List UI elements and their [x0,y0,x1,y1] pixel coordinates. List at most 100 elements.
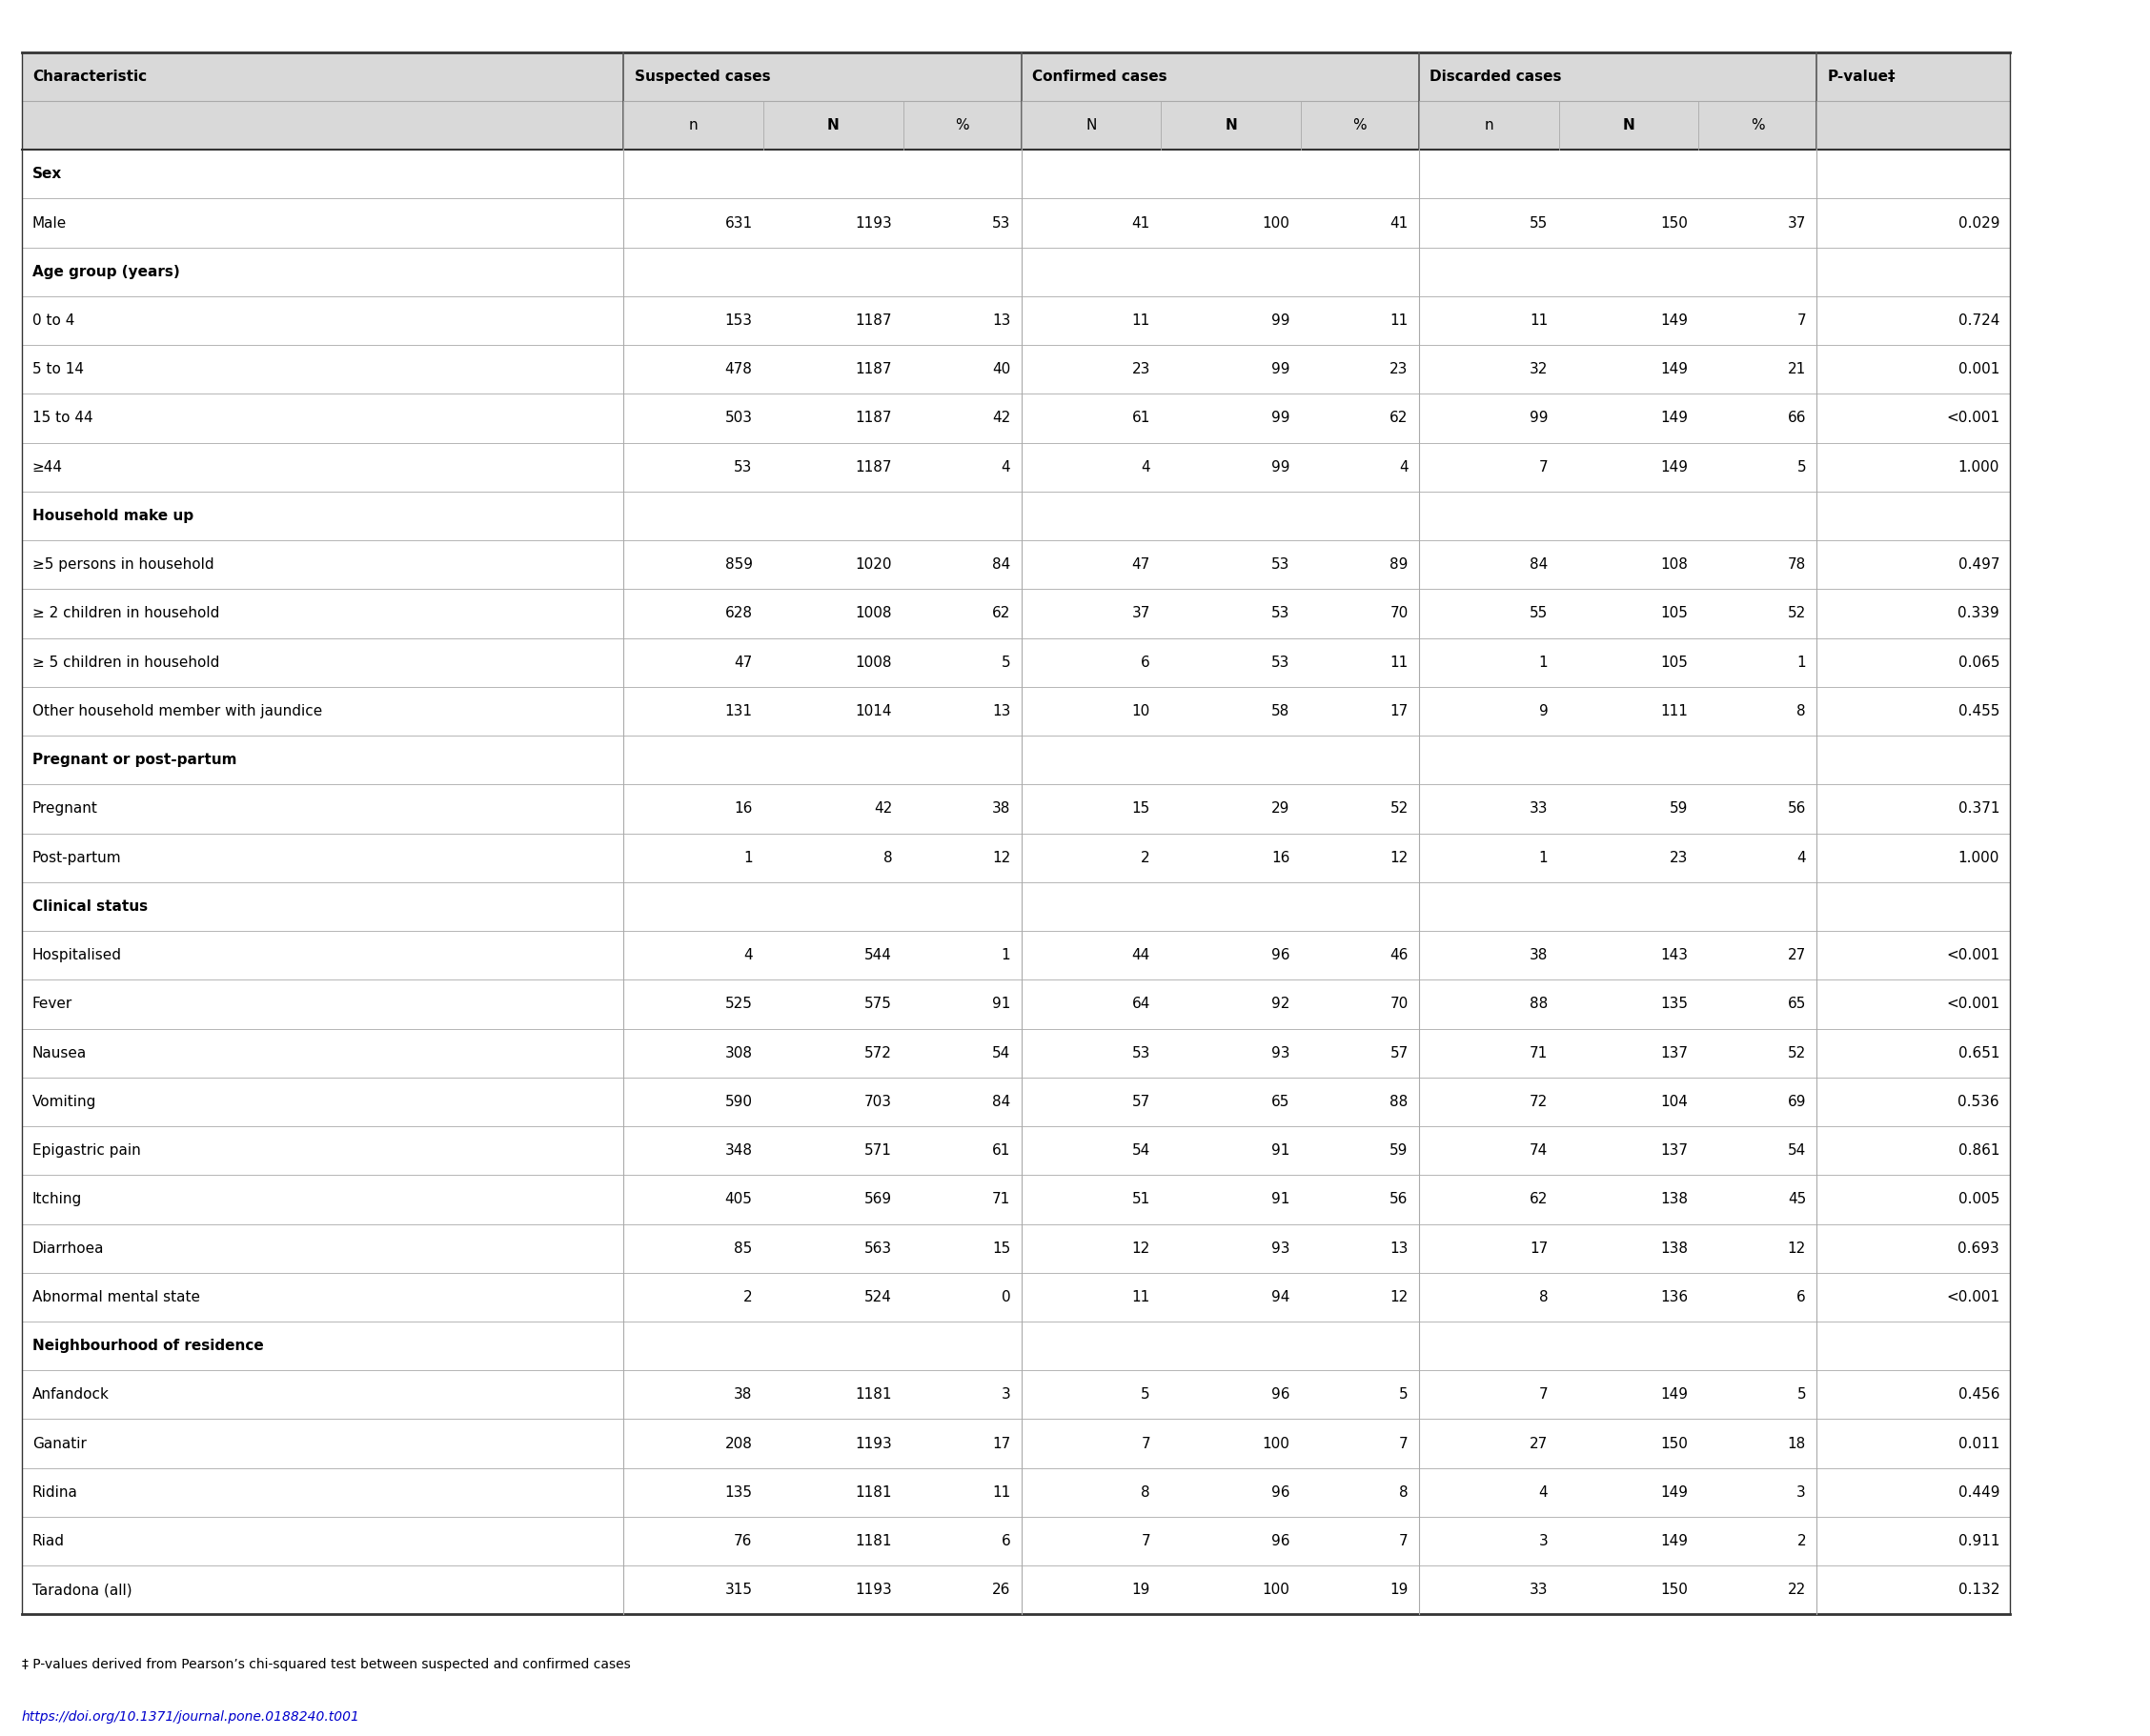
Text: 27: 27 [1787,948,1806,962]
Text: <0.001: <0.001 [1946,948,2000,962]
Text: 53: 53 [1271,654,1290,670]
Text: 17: 17 [991,1436,1010,1451]
Text: Clinical status: Clinical status [32,899,148,913]
Text: 575: 575 [864,996,892,1012]
Text: 859: 859 [725,557,752,571]
Text: 138: 138 [1660,1193,1688,1207]
Text: Vomiting: Vomiting [32,1095,97,1109]
Text: 38: 38 [1529,948,1548,962]
Text: 16: 16 [1271,851,1290,865]
Text: 4: 4 [1539,1486,1548,1500]
Text: Characteristic: Characteristic [32,69,146,83]
Text: 7: 7 [1142,1436,1150,1451]
Text: ‡ P-values derived from Pearson’s chi-squared test between suspected and confirm: ‡ P-values derived from Pearson’s chi-sq… [22,1658,630,1672]
Text: 57: 57 [1389,1045,1408,1061]
Text: 0.029: 0.029 [1959,215,2000,231]
Text: 91: 91 [991,996,1010,1012]
Text: 3: 3 [1539,1535,1548,1549]
Text: Male: Male [32,215,67,231]
Text: 308: 308 [725,1045,752,1061]
Text: 104: 104 [1660,1095,1688,1109]
Text: 4: 4 [1400,460,1408,474]
Text: 99: 99 [1271,411,1290,425]
Text: 11: 11 [1529,314,1548,328]
Text: Post-partum: Post-partum [32,851,123,865]
Text: 11: 11 [991,1486,1010,1500]
Text: 66: 66 [1787,411,1806,425]
Text: 96: 96 [1271,1387,1290,1403]
Text: 12: 12 [1389,851,1408,865]
Text: 0.132: 0.132 [1959,1583,2000,1597]
Text: 99: 99 [1529,411,1548,425]
Text: N: N [1225,118,1236,132]
Text: 47: 47 [1131,557,1150,571]
Text: 45: 45 [1787,1193,1806,1207]
Text: 61: 61 [1131,411,1150,425]
Text: 41: 41 [1389,215,1408,231]
Text: 99: 99 [1271,314,1290,328]
Text: 525: 525 [725,996,752,1012]
Text: 703: 703 [864,1095,892,1109]
Text: 1187: 1187 [856,411,892,425]
Text: 0.497: 0.497 [1959,557,2000,571]
Text: Diarrhoea: Diarrhoea [32,1241,103,1255]
Text: 5 to 14: 5 to 14 [32,363,84,377]
Text: 150: 150 [1660,1583,1688,1597]
Text: 0.455: 0.455 [1959,705,2000,719]
Text: 19: 19 [1389,1583,1408,1597]
Text: 5: 5 [1400,1387,1408,1403]
Text: 1181: 1181 [856,1535,892,1549]
Text: 0.861: 0.861 [1959,1144,2000,1158]
Text: n: n [688,118,699,132]
Text: 42: 42 [873,802,892,816]
Text: 1: 1 [1002,948,1010,962]
Text: 52: 52 [1787,1045,1806,1061]
Text: 503: 503 [725,411,752,425]
Text: 135: 135 [725,1486,752,1500]
Text: 1187: 1187 [856,314,892,328]
Text: Ganatir: Ganatir [32,1436,86,1451]
Text: 54: 54 [991,1045,1010,1061]
Text: 71: 71 [991,1193,1010,1207]
Text: 57: 57 [1131,1095,1150,1109]
Text: Discarded cases: Discarded cases [1430,69,1561,83]
Text: ≥ 5 children in household: ≥ 5 children in household [32,654,219,670]
Text: 149: 149 [1660,314,1688,328]
Text: 569: 569 [864,1193,892,1207]
Text: 315: 315 [725,1583,752,1597]
Text: 1181: 1181 [856,1387,892,1403]
Text: 208: 208 [725,1436,752,1451]
Text: 91: 91 [1271,1193,1290,1207]
Text: 47: 47 [733,654,752,670]
Text: 100: 100 [1262,215,1290,231]
Text: 6: 6 [1142,654,1150,670]
Text: 149: 149 [1660,1535,1688,1549]
Text: 631: 631 [725,215,752,231]
Text: Other household member with jaundice: Other household member with jaundice [32,705,322,719]
Text: Taradona (all): Taradona (all) [32,1583,131,1597]
Text: 136: 136 [1660,1290,1688,1304]
Text: 131: 131 [725,705,752,719]
Text: N: N [828,118,838,132]
Text: 44: 44 [1131,948,1150,962]
Text: 54: 54 [1131,1144,1150,1158]
Text: 29: 29 [1271,802,1290,816]
Text: 18: 18 [1787,1436,1806,1451]
Text: 590: 590 [725,1095,752,1109]
Text: 53: 53 [733,460,752,474]
Text: 3: 3 [1797,1486,1806,1500]
Text: 53: 53 [1131,1045,1150,1061]
Text: 74: 74 [1529,1144,1548,1158]
Text: 84: 84 [1529,557,1548,571]
Text: 99: 99 [1271,363,1290,377]
Text: %: % [1750,118,1765,132]
Text: 56: 56 [1787,802,1806,816]
Text: 108: 108 [1660,557,1688,571]
Text: Household make up: Household make up [32,509,194,523]
Text: 8: 8 [884,851,892,865]
Text: 61: 61 [991,1144,1010,1158]
Text: 2: 2 [1797,1535,1806,1549]
Text: 11: 11 [1131,314,1150,328]
Text: 571: 571 [864,1144,892,1158]
Text: 1193: 1193 [856,215,892,231]
